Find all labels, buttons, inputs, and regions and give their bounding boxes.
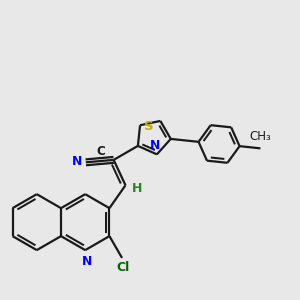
Text: CH₃: CH₃ bbox=[250, 130, 271, 143]
Text: N: N bbox=[82, 255, 92, 268]
Text: C: C bbox=[97, 145, 106, 158]
Text: H: H bbox=[132, 182, 142, 195]
Text: S: S bbox=[144, 120, 153, 133]
Text: N: N bbox=[72, 155, 82, 168]
Text: Cl: Cl bbox=[116, 262, 129, 275]
Text: N: N bbox=[150, 139, 161, 152]
